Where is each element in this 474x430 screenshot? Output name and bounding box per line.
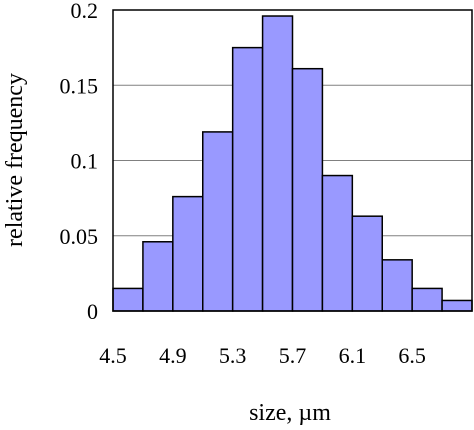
x-tick-label: 5.7: [279, 343, 307, 368]
x-axis-title: size, µm: [249, 400, 331, 426]
y-tick-labels: 0 0.05 0.1 0.15 0.2: [60, 0, 99, 324]
bar-1: [142, 241, 174, 312]
x-tick-labels: 4.5 4.9 5.3 5.7 6.1 6.5: [99, 343, 426, 368]
y-axis-title: relative frequency: [2, 73, 28, 247]
bar-10: [411, 287, 443, 312]
x-tick-label: 6.1: [339, 343, 367, 368]
x-tick-label: 4.5: [99, 343, 127, 368]
bar-9: [381, 259, 413, 312]
bar-8: [351, 215, 384, 312]
x-tick-label: 5.3: [219, 343, 247, 368]
y-tick-label: 0.2: [71, 0, 99, 23]
y-tick-label: 0: [87, 299, 98, 324]
y-tick-label: 0.1: [71, 149, 99, 174]
bar-5: [261, 15, 294, 312]
bar-11: [441, 299, 473, 312]
y-tick-label: 0.05: [60, 224, 99, 249]
bars: [112, 15, 473, 312]
y-tick-label: 0.15: [60, 73, 99, 98]
plot-frame: [112, 9, 473, 312]
bar-7: [321, 174, 354, 312]
bar-0: [112, 287, 144, 312]
x-tick-label: 6.5: [398, 343, 426, 368]
bar-4: [231, 46, 264, 312]
bar-3: [202, 131, 234, 312]
bar-6: [291, 67, 324, 312]
x-tick-label: 4.9: [159, 343, 187, 368]
bar-2: [172, 195, 204, 312]
